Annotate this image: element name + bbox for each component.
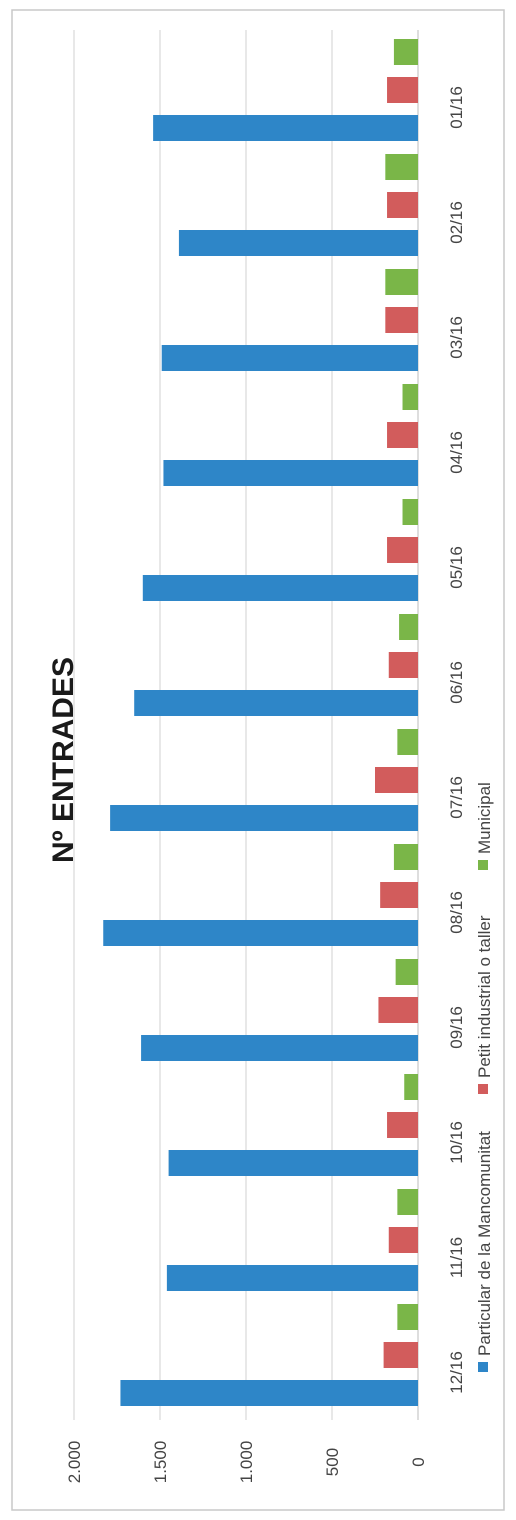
legend: Particular de la Mancomunitat Petit indus… — [475, 782, 494, 1372]
bar — [178, 230, 418, 256]
bar — [161, 345, 418, 371]
bar — [393, 844, 418, 870]
bar — [168, 1150, 418, 1176]
chart-title: Nº ENTRADES — [47, 657, 80, 863]
value-tick-label: 1.500 — [151, 1441, 170, 1484]
bar — [380, 882, 418, 908]
bar — [134, 690, 418, 716]
category-tick-label: 07/16 — [447, 776, 466, 819]
bar — [402, 499, 418, 525]
category-tick-label: 06/16 — [447, 661, 466, 704]
bar — [163, 460, 418, 486]
bar — [375, 767, 418, 793]
bar — [378, 997, 418, 1023]
grid-lines — [73, 30, 419, 1420]
legend-label: Particular de la Mancomunitat — [475, 1131, 494, 1356]
bar — [383, 1342, 418, 1368]
bars — [103, 39, 419, 1406]
value-axis-tick-labels: 0 500 1.000 1.500 2.000 — [65, 1441, 428, 1484]
value-tick-label: 0 — [409, 1457, 428, 1466]
bar — [397, 1304, 418, 1330]
value-tick-label: 1.000 — [237, 1441, 256, 1484]
bar — [142, 575, 419, 601]
bar — [395, 959, 418, 985]
bar — [399, 614, 418, 640]
category-tick-label: 12/16 — [447, 1351, 466, 1394]
category-tick-label: 10/16 — [447, 1121, 466, 1164]
category-tick-label: 09/16 — [447, 1006, 466, 1049]
bar — [120, 1380, 418, 1406]
category-tick-label: 11/16 — [447, 1237, 466, 1278]
category-axis-tick-labels: 01/16 02/16 03/16 04/16 05/16 06/16 07/16 08/16… — [447, 86, 466, 1394]
legend-swatch — [478, 860, 488, 870]
legend-swatch — [478, 1362, 488, 1372]
bar — [387, 1112, 418, 1138]
bar — [387, 192, 418, 218]
category-tick-label: 08/16 — [447, 891, 466, 934]
category-tick-label: 04/16 — [447, 431, 466, 474]
category-tick-label: 05/16 — [447, 546, 466, 589]
bar — [153, 115, 418, 141]
bar — [387, 537, 418, 563]
bar — [388, 1227, 418, 1253]
bar — [385, 307, 418, 333]
bar — [388, 652, 418, 678]
bar — [387, 77, 418, 103]
bar — [397, 1189, 418, 1215]
bar — [393, 39, 418, 65]
bar — [385, 154, 418, 180]
value-tick-label: 2.000 — [65, 1441, 84, 1484]
bar — [141, 1035, 418, 1061]
chart-border — [11, 9, 505, 1511]
legend-label: Petit industrial o taller — [475, 915, 494, 1078]
bar — [397, 729, 418, 755]
bar — [404, 1074, 418, 1100]
value-tick-label: 500 — [323, 1448, 342, 1476]
bar — [166, 1265, 418, 1291]
category-tick-label: 02/16 — [447, 201, 466, 244]
bar — [385, 269, 418, 295]
legend-swatch — [478, 1084, 488, 1094]
legend-label: Municipal — [475, 782, 494, 854]
bar — [103, 920, 419, 946]
bar — [402, 384, 418, 410]
bar — [110, 805, 419, 831]
bar — [387, 422, 418, 448]
category-tick-label: 03/16 — [447, 316, 466, 359]
category-tick-label: 01/16 — [447, 86, 466, 129]
